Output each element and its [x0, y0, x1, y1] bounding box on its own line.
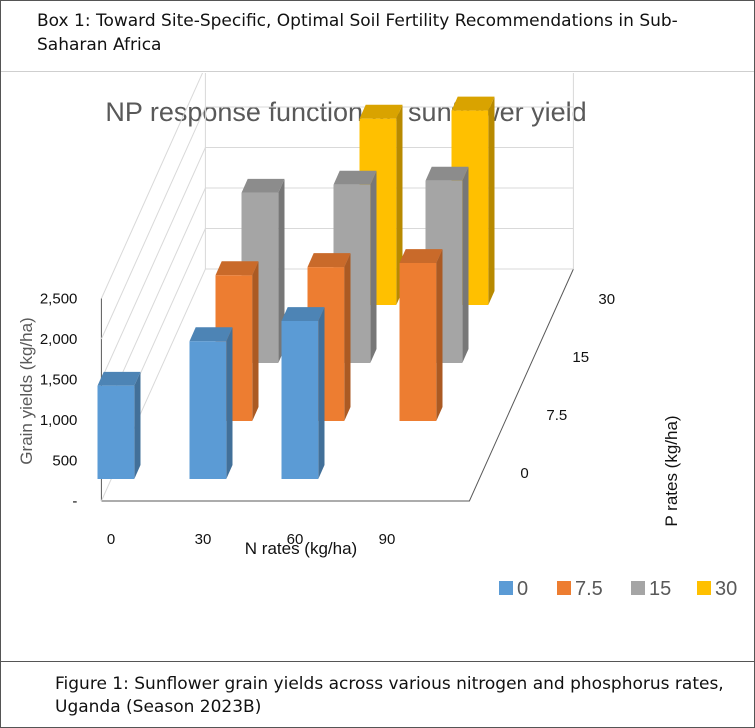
bar-side	[318, 307, 325, 479]
legend-swatch	[697, 581, 711, 595]
legend-swatch	[499, 581, 513, 595]
x-axis-label: N rates (kg/ha)	[245, 539, 357, 558]
bar-side	[226, 327, 233, 479]
bar-top	[399, 249, 443, 263]
bar-side	[344, 253, 351, 421]
bar-side	[252, 261, 259, 421]
legend-label: 30	[715, 578, 737, 600]
z-tick-label: 0	[520, 465, 528, 482]
bar-side	[396, 104, 403, 305]
bar-group	[97, 96, 495, 479]
legend-label: 0	[517, 578, 528, 600]
legend-label: 7.5	[575, 578, 603, 600]
legend: 0 7.5 15 30	[499, 578, 737, 600]
legend-swatch	[631, 581, 645, 595]
bar-top	[425, 166, 469, 181]
z-axis-ticks: 0 7.5 15 30	[520, 291, 615, 482]
x-tick-label: 30	[195, 531, 212, 548]
chart-title: NP response function on sunflower yield	[105, 97, 586, 127]
bar-top	[189, 327, 233, 342]
bar-top	[333, 170, 377, 185]
x-tick-label: 90	[379, 531, 396, 548]
y-tick-label: 2,000	[40, 331, 78, 348]
legend-item: 30	[697, 578, 737, 600]
bar-front	[399, 263, 437, 421]
bar-top	[307, 253, 351, 268]
bar-top	[97, 371, 141, 386]
z-axis-label: P rates (kg/ha)	[662, 415, 681, 526]
caption-divider	[1, 661, 754, 662]
z-tick-label: 7.5	[546, 407, 567, 424]
y-tick-label: 1,500	[40, 372, 78, 389]
title-divider	[1, 71, 754, 72]
bar	[399, 249, 443, 421]
bar-front	[189, 341, 227, 479]
legend-label: 15	[649, 578, 671, 600]
bar-front	[97, 385, 135, 479]
y-tick-label: 500	[52, 453, 77, 470]
legend-item: 7.5	[557, 578, 603, 600]
legend-swatch	[557, 581, 571, 595]
legend-item: 15	[631, 578, 671, 600]
bar-top	[281, 307, 325, 321]
bar-top	[451, 96, 495, 111]
z-tick-label: 15	[572, 349, 589, 366]
bar-top	[241, 178, 285, 193]
legend-item: 0	[499, 578, 528, 600]
box-title: Box 1: Toward Site-Specific, Optimal Soi…	[37, 11, 678, 55]
y-tick-label: 2,500	[40, 291, 78, 308]
bar-side	[436, 249, 443, 421]
bar-side	[462, 166, 469, 363]
bar-side	[370, 170, 377, 363]
y-tick-label: -	[72, 493, 77, 510]
chart: NP response function on sunflower yield …	[17, 73, 737, 600]
bar-side	[134, 371, 141, 479]
x-tick-label: 60	[287, 531, 304, 548]
bar-top	[215, 261, 259, 276]
y-axis-ticks: - 500 1,000 1,500 2,000 2,500	[40, 291, 78, 511]
x-axis-ticks: 0 30 60 90	[107, 531, 396, 548]
bar-side	[278, 178, 285, 363]
figure-caption: Figure 1: Sunflower grain yields across …	[55, 674, 724, 717]
bar	[189, 327, 233, 479]
bar-front	[281, 321, 319, 479]
x-tick-label: 0	[107, 531, 115, 548]
z-tick-label: 30	[598, 291, 615, 308]
y-tick-label: 1,000	[40, 412, 78, 429]
y-axis-label: Grain yields (kg/ha)	[17, 317, 36, 464]
bar	[281, 307, 325, 479]
bar	[97, 371, 141, 479]
bar-top	[359, 104, 403, 119]
bar-side	[488, 96, 495, 305]
